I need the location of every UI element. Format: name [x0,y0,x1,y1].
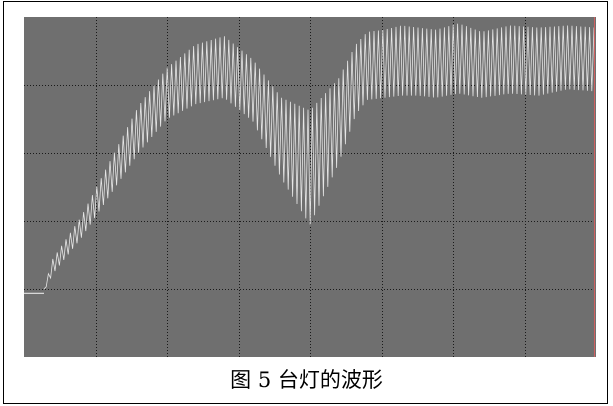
oscilloscope-plot [24,17,596,357]
plot-background [24,17,596,357]
figure-caption: 图 5 台灯的波形 [230,368,383,392]
waveform-trace [24,23,595,294]
trace-oscillation [43,23,595,290]
